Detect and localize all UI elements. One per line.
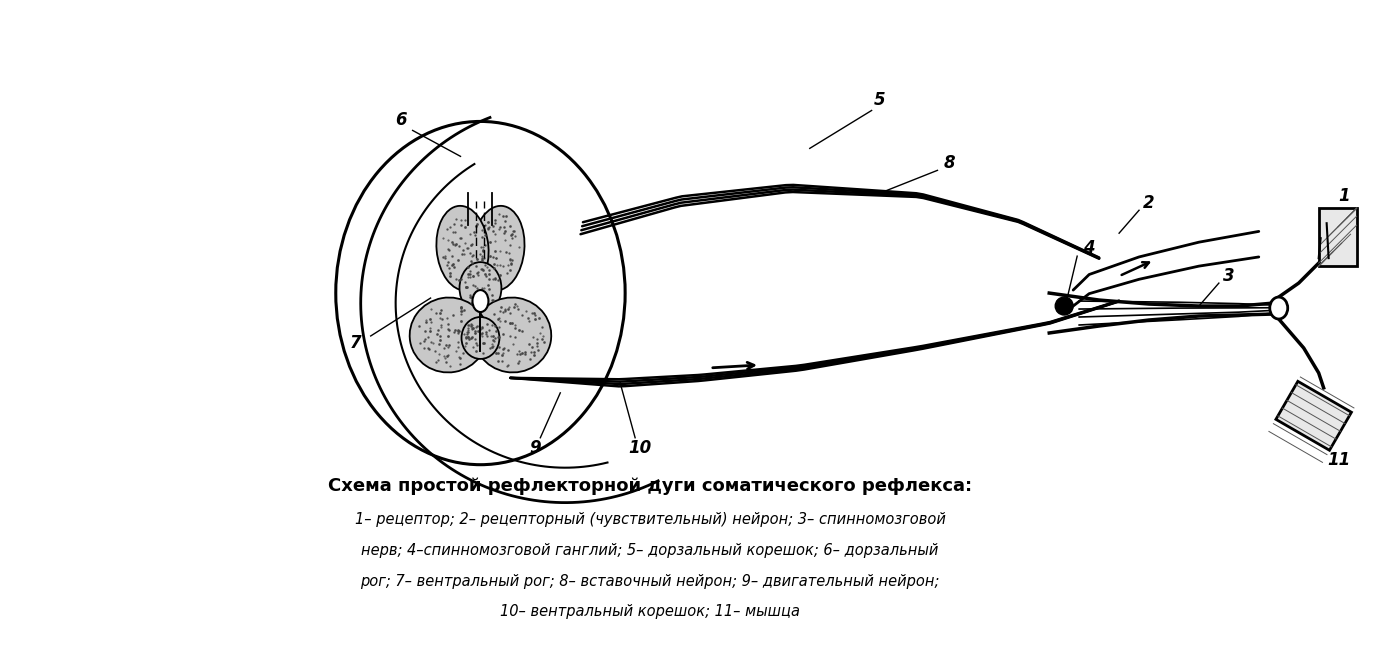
Text: 1: 1 xyxy=(1337,187,1350,205)
Ellipse shape xyxy=(461,317,499,359)
Ellipse shape xyxy=(1270,297,1287,319)
Ellipse shape xyxy=(474,297,552,373)
Ellipse shape xyxy=(436,206,489,290)
Text: 5: 5 xyxy=(874,91,885,110)
Text: 4: 4 xyxy=(1083,239,1095,257)
Text: 11: 11 xyxy=(1327,451,1350,469)
Ellipse shape xyxy=(473,206,524,290)
Text: рог; 7– вентральный рог; 8– вставочный нейрон; 9– двигательный нейрон;: рог; 7– вентральный рог; 8– вставочный н… xyxy=(360,574,940,589)
Text: Схема простой рефлекторной дуги соматического рефлекса:: Схема простой рефлекторной дуги соматиче… xyxy=(328,477,972,494)
Ellipse shape xyxy=(460,262,502,314)
Ellipse shape xyxy=(473,290,488,312)
Text: нерв; 4–спинномозговой ганглий; 5– дорзальный корешок; 6– дорзальный: нерв; 4–спинномозговой ганглий; 5– дорза… xyxy=(361,543,938,558)
Text: 6: 6 xyxy=(395,111,406,130)
Text: 10: 10 xyxy=(628,439,652,457)
Text: 3: 3 xyxy=(1223,267,1234,285)
Text: 1– рецептор; 2– рецепторный (чувствительный) нейрон; 3– спинномозговой: 1– рецептор; 2– рецепторный (чувствитель… xyxy=(354,512,945,527)
Polygon shape xyxy=(1276,381,1351,450)
Text: 9: 9 xyxy=(530,439,541,457)
Bar xyxy=(1319,208,1357,266)
Ellipse shape xyxy=(410,297,488,373)
Text: 7: 7 xyxy=(350,334,361,352)
Text: 10– вентральный корешок; 11– мышца: 10– вентральный корешок; 11– мышца xyxy=(500,604,801,619)
Circle shape xyxy=(1055,297,1073,315)
Ellipse shape xyxy=(336,121,626,465)
Text: 8: 8 xyxy=(944,154,955,172)
Text: 2: 2 xyxy=(1143,194,1155,213)
